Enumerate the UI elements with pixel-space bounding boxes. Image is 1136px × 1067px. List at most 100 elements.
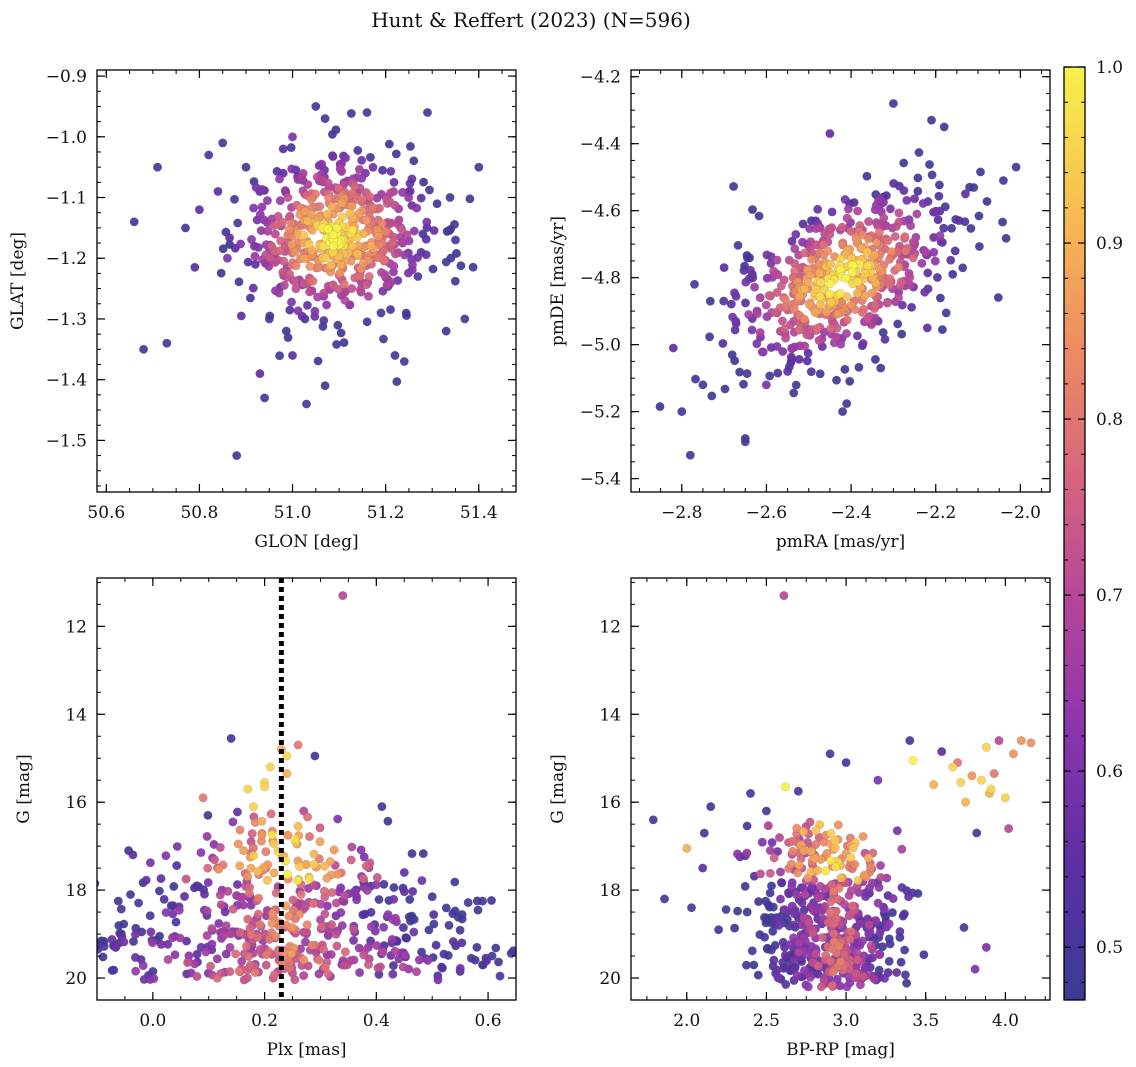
data-point [419,177,429,187]
data-point [811,826,821,836]
data-point [288,350,298,360]
data-point [107,934,117,944]
x-tick-label: −2.8 [661,503,702,523]
data-point [794,860,804,870]
data-point [433,975,443,985]
data-point [707,391,717,401]
data-point [352,895,362,905]
data-point [257,184,267,194]
data-point [793,786,803,796]
data-point [284,911,294,921]
data-point [364,960,374,970]
data-point [275,196,285,206]
data-point [113,896,123,906]
data-point [741,960,751,970]
data-point [387,934,397,944]
data-point [733,240,743,250]
data-point [900,945,910,955]
data-point [250,968,260,978]
data-point [97,879,100,888]
data-point [303,812,313,822]
data-point [291,261,301,271]
data-point [406,916,416,926]
data-point [805,972,815,982]
data-point [377,802,387,812]
x-axis-label: Plx [mas] [266,1040,346,1060]
panel-cmd: 2.0 2.5 3.0 3.5 4.0 12 14 16 18 20 BP-RP [mag] G [m… [548,577,1051,1060]
data-point [791,380,801,390]
data-point [804,918,814,928]
data-point [846,852,856,862]
data-point [897,844,907,854]
data-point [729,181,739,191]
data-point [327,920,337,930]
data-point [754,211,764,221]
data-point [326,950,336,960]
data-point [842,982,852,992]
data-point [225,967,235,977]
data-point [800,248,810,258]
data-point [293,876,303,886]
data-point [389,883,399,893]
data-point [130,952,140,962]
data-point [813,961,823,971]
data-point [894,208,904,218]
data-point [1000,793,1010,803]
data-point [329,845,339,855]
data-point [405,895,415,905]
data-point [287,239,297,249]
data-point [429,910,439,920]
y-tick-label: −1.4 [46,371,87,391]
y-tick-label: −5.0 [580,336,621,356]
data-point [747,946,757,956]
data-point [243,784,253,794]
data-point [283,830,293,840]
data-point [311,101,321,111]
data-point [332,339,342,349]
data-point [207,924,217,934]
data-point [196,848,206,858]
data-point [155,931,165,941]
data-point [542,910,551,919]
data-point [460,314,470,324]
data-point [408,260,418,270]
data-point [846,927,856,937]
data-point [242,973,252,983]
data-point [812,323,822,333]
data-point [372,873,382,883]
data-point [245,293,255,303]
data-point [890,231,900,241]
data-point [365,152,375,162]
data-point [986,784,996,794]
data-point [794,938,804,948]
data-point [368,203,378,213]
y-tick-label: −4.4 [580,135,621,155]
data-point [810,853,820,863]
data-point [149,974,159,984]
data-point [823,246,833,256]
data-point [409,226,419,236]
data-point [226,733,236,743]
data-point [836,873,846,883]
x-tick-label: −2.4 [830,503,871,523]
x-tick-label: 2.0 [673,1011,700,1031]
data-point [977,775,987,785]
data-point [862,247,872,257]
data-point [275,351,285,361]
data-point [405,141,415,151]
data-point [741,298,751,308]
data-point [386,166,396,176]
data-point [896,277,906,287]
data-point [894,293,904,303]
data-point [203,810,213,820]
data-point [267,830,277,840]
data-point [111,943,121,953]
data-point [138,961,148,971]
data-point [959,923,969,933]
data-point [508,946,516,956]
panel-sky: 50.6 50.8 51.0 51.2 51.4 −1.5 −1.4 −1.3 −1.2 −1.1… [8,67,517,552]
data-point [752,309,762,319]
data-point [902,978,912,988]
data-point [357,194,367,204]
data-point [172,861,182,871]
